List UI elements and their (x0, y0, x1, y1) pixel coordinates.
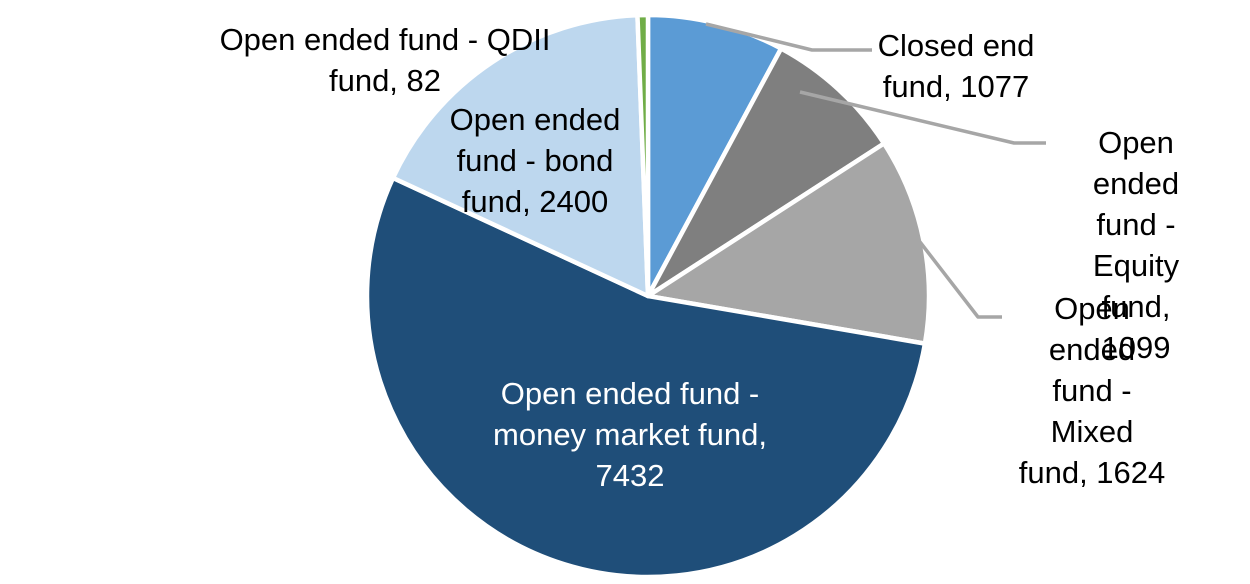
leader-line-closed-end-fund (705, 22, 872, 52)
pie-slice-open-ended-fund-bond-fund[interactable] (390, 12, 651, 299)
pie-slice-closed-end-fund[interactable] (645, 12, 784, 299)
leader-line-equity-fund (799, 90, 1046, 145)
pie-slice-open-ended-fund-money-market-fund[interactable] (364, 175, 928, 580)
leader-line-mixed-fund (918, 240, 1002, 319)
pie-slice-open-ended-fund-equity-fund[interactable] (645, 46, 887, 299)
pie-slice-open-ended-fund-qdii-fund[interactable] (635, 12, 651, 299)
pie-slices (364, 12, 932, 580)
pie-slice-open-ended-fund-mixed-fund[interactable] (645, 141, 932, 346)
